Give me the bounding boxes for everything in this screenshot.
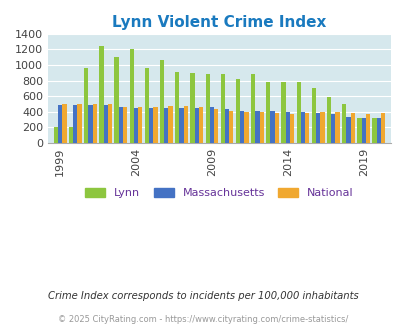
Bar [289, 114, 294, 143]
Bar [365, 114, 369, 143]
Bar [129, 50, 134, 143]
Bar [198, 108, 202, 143]
Bar [118, 107, 123, 143]
Bar [330, 114, 335, 143]
Bar [335, 112, 339, 143]
Bar [224, 109, 229, 143]
Bar [326, 97, 330, 143]
Bar [88, 106, 92, 143]
Bar [92, 104, 97, 143]
Bar [123, 107, 127, 143]
Bar [350, 113, 354, 143]
Bar [183, 106, 188, 143]
Bar [103, 106, 107, 143]
Bar [160, 60, 164, 143]
Bar [229, 111, 233, 143]
Bar [235, 79, 239, 143]
Bar [376, 117, 380, 143]
Bar [53, 127, 58, 143]
Bar [270, 111, 274, 143]
Bar [296, 82, 300, 143]
Bar [345, 117, 350, 143]
Bar [250, 74, 255, 143]
Bar [114, 57, 118, 143]
Bar [356, 117, 361, 143]
Bar [164, 108, 168, 143]
Bar [99, 47, 103, 143]
Bar [220, 74, 224, 143]
Bar [168, 106, 172, 143]
Bar [73, 106, 77, 143]
Bar [179, 108, 183, 143]
Bar [134, 108, 138, 143]
Bar [320, 112, 324, 143]
Bar [205, 74, 209, 143]
Bar [300, 113, 304, 143]
Bar [175, 72, 179, 143]
Text: Crime Index corresponds to incidents per 100,000 inhabitants: Crime Index corresponds to incidents per… [47, 291, 358, 301]
Bar [145, 68, 149, 143]
Bar [341, 104, 345, 143]
Text: © 2025 CityRating.com - https://www.cityrating.com/crime-statistics/: © 2025 CityRating.com - https://www.city… [58, 315, 347, 324]
Bar [213, 109, 218, 143]
Bar [304, 113, 309, 143]
Bar [311, 87, 315, 143]
Bar [285, 112, 289, 143]
Bar [266, 82, 270, 143]
Bar [281, 82, 285, 143]
Bar [371, 117, 376, 143]
Bar [153, 107, 157, 143]
Bar [138, 107, 142, 143]
Bar [259, 113, 263, 143]
Bar [239, 111, 244, 143]
Bar [84, 68, 88, 143]
Bar [361, 117, 365, 143]
Bar [190, 73, 194, 143]
Bar [69, 127, 73, 143]
Bar [274, 113, 278, 143]
Bar [58, 106, 62, 143]
Title: Lynn Violent Crime Index: Lynn Violent Crime Index [112, 15, 326, 30]
Bar [62, 104, 66, 143]
Bar [209, 107, 213, 143]
Bar [315, 113, 320, 143]
Bar [380, 113, 384, 143]
Bar [149, 108, 153, 143]
Bar [194, 108, 198, 143]
Bar [255, 111, 259, 143]
Bar [107, 104, 112, 143]
Legend: Lynn, Massachusetts, National: Lynn, Massachusetts, National [81, 183, 357, 203]
Bar [244, 112, 248, 143]
Bar [77, 104, 81, 143]
